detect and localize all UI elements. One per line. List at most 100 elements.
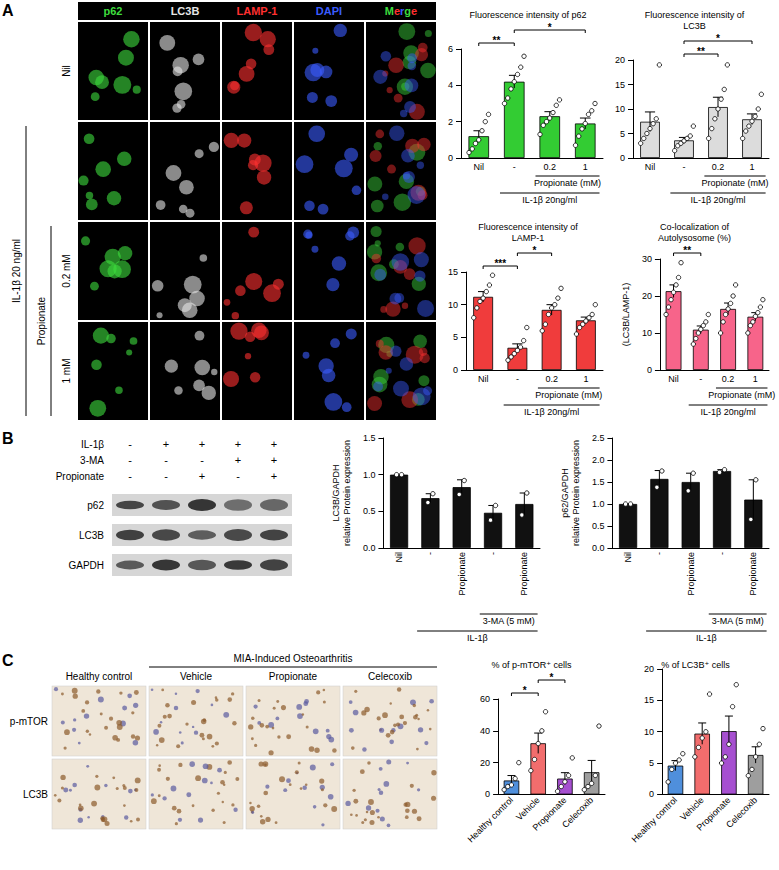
svg-text:MIA-Induced Osteoarthritis: MIA-Induced Osteoarthritis: [234, 653, 353, 664]
svg-text:IL-1β: IL-1β: [696, 633, 717, 643]
svg-text:Nil: Nil: [61, 65, 72, 77]
svg-text:Propionate: Propionate: [748, 552, 758, 596]
svg-text:B: B: [2, 430, 14, 447]
svg-text:3-MA: 3-MA: [80, 455, 104, 466]
svg-text:Propionate: Propionate: [686, 552, 696, 596]
svg-text:0.2: 0.2: [722, 374, 735, 384]
svg-text:Propionate: Propionate: [36, 296, 47, 345]
svg-text:LAMP-1: LAMP-1: [512, 233, 545, 243]
svg-text:1.5: 1.5: [363, 433, 376, 443]
svg-text:Fluorescence intensity of: Fluorescence intensity of: [645, 10, 745, 20]
svg-text:-: -: [425, 552, 435, 555]
svg-text:-: -: [717, 552, 727, 555]
svg-text:Autolysosome (%): Autolysosome (%): [658, 233, 731, 243]
svg-text:15: 15: [644, 695, 654, 705]
svg-text:Merge: Merge: [385, 5, 417, 17]
svg-text:Fluorescence intensity of: Fluorescence intensity of: [478, 222, 578, 232]
svg-text:Propionate: Propionate: [56, 471, 105, 482]
svg-text:0.2: 0.2: [712, 162, 725, 172]
svg-text:Nil: Nil: [474, 162, 485, 172]
svg-text:-: -: [236, 470, 240, 482]
svg-text:+: +: [235, 438, 241, 450]
svg-text:40: 40: [480, 726, 490, 736]
svg-text:p62: p62: [104, 5, 123, 17]
svg-text:GAPDH: GAPDH: [68, 560, 104, 571]
svg-text:15: 15: [615, 80, 625, 90]
svg-text:(LC3B/LAMP-1): (LC3B/LAMP-1): [621, 283, 631, 347]
svg-text:60: 60: [480, 694, 490, 704]
svg-text:2: 2: [448, 117, 453, 127]
svg-text:0: 0: [453, 365, 458, 375]
svg-text:0.2 mM: 0.2 mM: [61, 254, 72, 287]
svg-text:Healthy control: Healthy control: [466, 795, 515, 844]
svg-text:1.5: 1.5: [592, 477, 605, 487]
svg-text:0.5: 0.5: [592, 521, 605, 531]
svg-text:-: -: [683, 162, 686, 172]
svg-text:LC3B: LC3B: [79, 530, 104, 541]
svg-text:1: 1: [583, 162, 588, 172]
svg-text:IL-1β 20ng/ml: IL-1β 20ng/ml: [690, 195, 745, 205]
svg-text:10: 10: [644, 727, 654, 737]
svg-text:Nil: Nil: [623, 552, 633, 563]
svg-text:-: -: [654, 552, 664, 555]
svg-text:0.5: 0.5: [363, 506, 376, 516]
svg-text:IL-1β 20ng/ml: IL-1β 20ng/ml: [700, 407, 755, 417]
svg-text:**: **: [697, 46, 705, 57]
svg-text:IL-1β 20ng/ml: IL-1β 20ng/ml: [524, 407, 579, 417]
svg-text:IL-1β 20ng/ml: IL-1β 20ng/ml: [522, 195, 577, 205]
svg-text:0: 0: [485, 789, 490, 799]
svg-text:+: +: [271, 470, 277, 482]
svg-text:Propionate: Propionate: [457, 552, 467, 596]
svg-text:1: 1: [749, 162, 754, 172]
svg-text:+: +: [163, 438, 169, 450]
svg-text:+: +: [271, 438, 277, 450]
svg-text:-: -: [200, 454, 204, 466]
svg-text:A: A: [2, 2, 14, 19]
svg-text:0: 0: [647, 365, 652, 375]
svg-text:-: -: [128, 454, 132, 466]
svg-text:Vehicle: Vehicle: [180, 671, 213, 682]
svg-text:-: -: [699, 374, 702, 384]
svg-text:% of LC3B⁺ cells: % of LC3B⁺ cells: [661, 660, 730, 670]
svg-text:-: -: [516, 374, 519, 384]
svg-text:-: -: [488, 552, 498, 555]
svg-text:0.2: 0.2: [543, 162, 556, 172]
svg-text:LC3B: LC3B: [23, 789, 48, 800]
svg-text:**: **: [493, 35, 501, 46]
svg-text:IL-1β: IL-1β: [81, 439, 104, 450]
svg-text:Nil: Nil: [394, 552, 404, 563]
svg-text:**: **: [683, 245, 691, 256]
svg-text:% of p-mTOR⁺ cells: % of p-mTOR⁺ cells: [491, 660, 572, 670]
svg-text:-: -: [513, 162, 516, 172]
svg-text:+: +: [271, 454, 277, 466]
svg-text:0.0: 0.0: [363, 543, 376, 553]
svg-text:relative Protein expression: relative Protein expression: [342, 440, 352, 546]
svg-text:-: -: [164, 470, 168, 482]
svg-text:-: -: [128, 470, 132, 482]
svg-text:Co-localization of: Co-localization of: [660, 222, 730, 232]
svg-text:Propionate (mM): Propionate (mM): [535, 390, 602, 400]
svg-text:DAPI: DAPI: [316, 5, 342, 17]
svg-text:20: 20: [642, 291, 652, 301]
svg-text:*: *: [716, 33, 720, 44]
svg-text:1: 1: [583, 374, 588, 384]
svg-text:+: +: [235, 454, 241, 466]
svg-text:relative Protein expression: relative Protein expression: [571, 440, 581, 546]
svg-text:Propionate: Propionate: [269, 671, 318, 682]
svg-text:20: 20: [644, 664, 654, 674]
svg-text:0: 0: [649, 789, 654, 799]
svg-text:Propionate (mM): Propionate (mM): [708, 390, 775, 400]
svg-text:Nil: Nil: [478, 374, 489, 384]
svg-text:4: 4: [448, 80, 453, 90]
svg-text:Propionate (mM): Propionate (mM): [534, 178, 601, 188]
svg-text:1.0: 1.0: [363, 470, 376, 480]
svg-text:*: *: [548, 22, 552, 33]
svg-text:LAMP-1: LAMP-1: [237, 5, 278, 17]
svg-text:5: 5: [453, 332, 458, 342]
svg-text:*: *: [523, 685, 527, 696]
svg-text:IL-1β 20 ng/ml: IL-1β 20 ng/ml: [11, 239, 22, 303]
svg-text:15: 15: [448, 267, 458, 277]
svg-text:10: 10: [448, 300, 458, 310]
svg-text:p62/GAPDH: p62/GAPDH: [560, 468, 570, 518]
svg-text:***: ***: [494, 258, 506, 269]
